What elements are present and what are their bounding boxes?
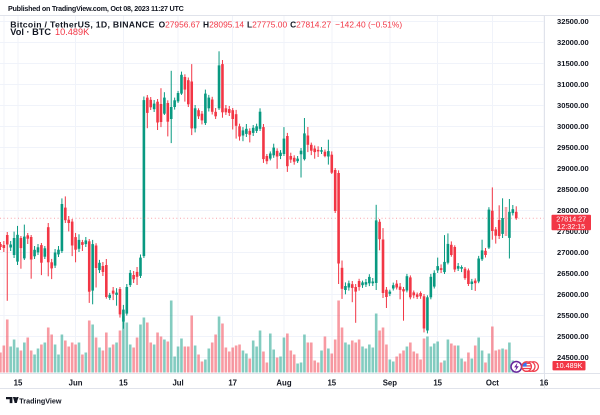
svg-text:10.489K: 10.489K <box>556 361 583 370</box>
svg-text:29500.00: 29500.00 <box>557 143 589 152</box>
svg-text:Bitcoin / TetherUS, 1D, BINANC: Bitcoin / TetherUS, 1D, BINANCE O27956.67… <box>10 20 402 30</box>
svg-text:15: 15 <box>327 379 336 388</box>
svg-text:26500.00: 26500.00 <box>557 269 589 278</box>
svg-text:15: 15 <box>14 379 23 388</box>
svg-text:17: 17 <box>228 379 237 388</box>
svg-text:32000.00: 32000.00 <box>557 38 589 47</box>
svg-text:30500.00: 30500.00 <box>557 101 589 110</box>
svg-text:Oct: Oct <box>486 379 499 388</box>
svg-text:28000.00: 28000.00 <box>557 206 589 215</box>
svg-text:TradingView: TradingView <box>19 396 62 405</box>
svg-text:Aug: Aug <box>276 379 291 388</box>
svg-text:25500.00: 25500.00 <box>557 311 589 320</box>
svg-text:31500.00: 31500.00 <box>557 59 589 68</box>
svg-text:24500.00: 24500.00 <box>557 353 589 362</box>
svg-text:12:32:15: 12:32:15 <box>557 222 585 231</box>
svg-text:28500.00: 28500.00 <box>557 185 589 194</box>
svg-text:27000.00: 27000.00 <box>557 248 589 257</box>
svg-text:32500.00: 32500.00 <box>557 17 589 26</box>
svg-text:Jul: Jul <box>172 379 183 388</box>
svg-text:26000.00: 26000.00 <box>557 290 589 299</box>
svg-text:29000.00: 29000.00 <box>557 164 589 173</box>
svg-text:27814.27: 27814.27 <box>556 215 586 224</box>
svg-text:31000.00: 31000.00 <box>557 80 589 89</box>
svg-text:Published on TradingView.com,: Published on TradingView.com, Oct 08, 20… <box>8 4 184 13</box>
svg-text:27500.00: 27500.00 <box>557 227 589 236</box>
svg-text:15: 15 <box>433 379 442 388</box>
svg-text:Jun: Jun <box>69 379 83 388</box>
svg-text:16: 16 <box>540 379 549 388</box>
svg-text:Sep: Sep <box>383 379 398 388</box>
svg-text:15: 15 <box>119 379 128 388</box>
svg-text:30000.00: 30000.00 <box>557 122 589 131</box>
svg-text:25000.00: 25000.00 <box>557 332 589 341</box>
